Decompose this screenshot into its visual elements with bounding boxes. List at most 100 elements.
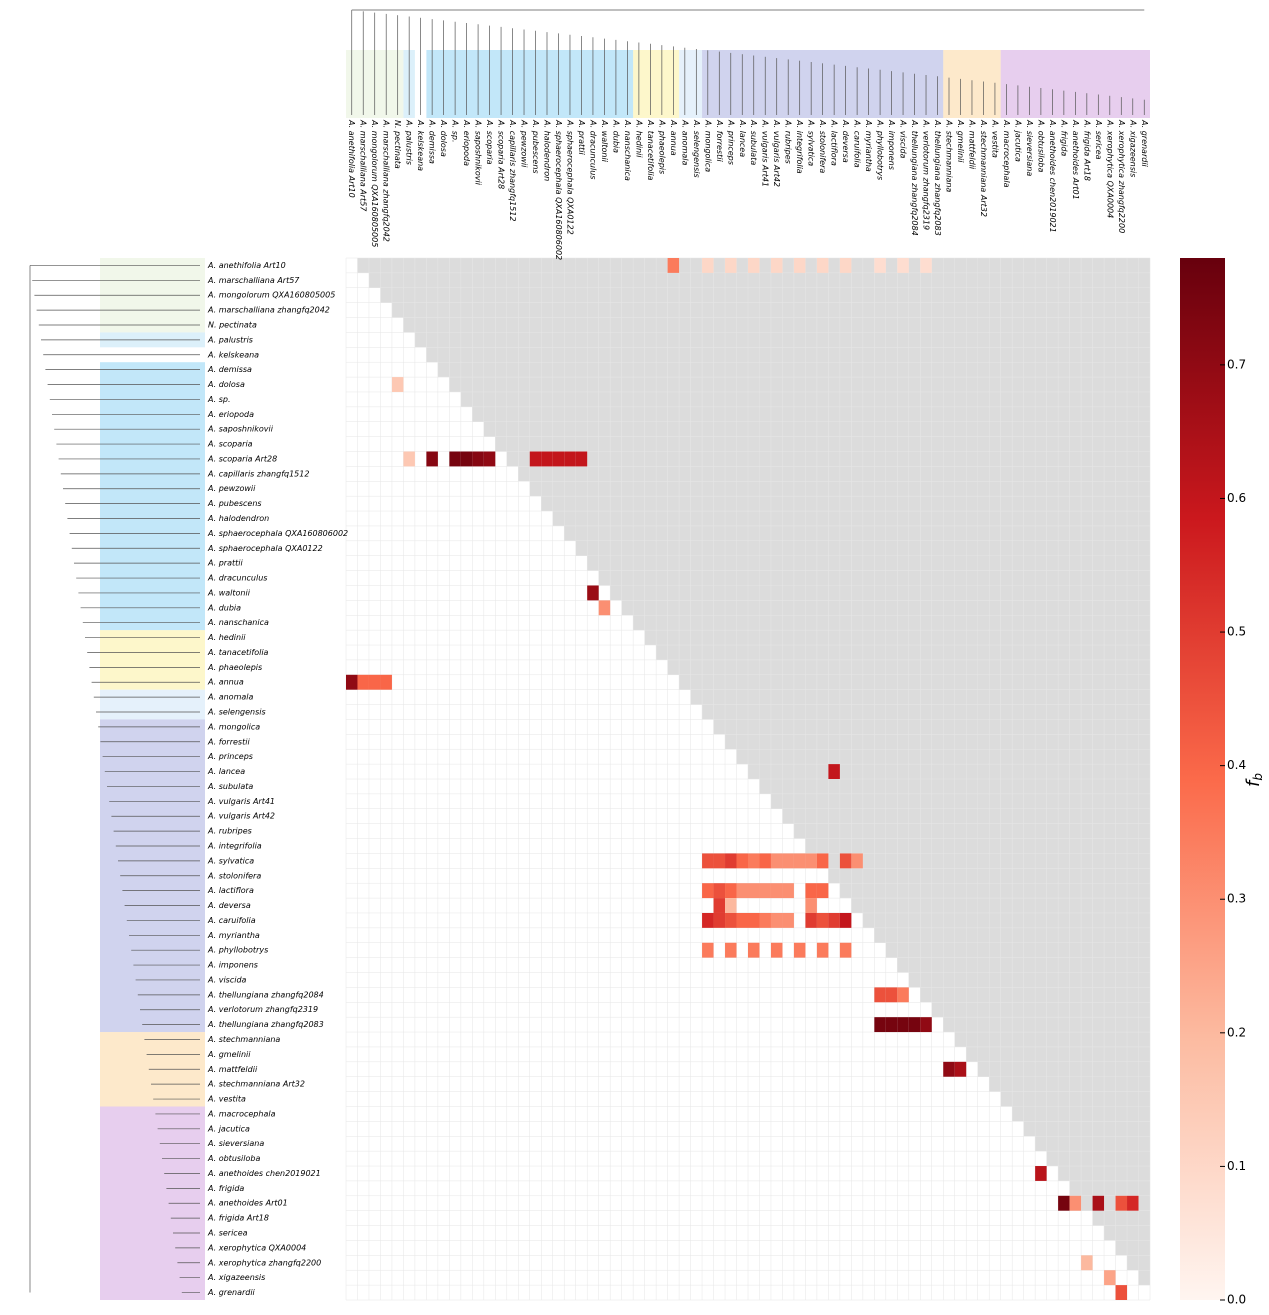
na-cell: [839, 645, 852, 660]
na-cell: [541, 377, 553, 392]
na-cell: [1069, 1017, 1082, 1033]
na-cell: [1069, 779, 1082, 794]
heat-cell: [725, 898, 737, 913]
na-cell: [1046, 883, 1059, 899]
na-cell: [518, 362, 530, 378]
column-label: A. sylvatica: [807, 119, 816, 166]
na-cell: [656, 317, 668, 333]
na-cell: [621, 451, 634, 467]
row-label: A. nanschanica: [207, 618, 269, 627]
na-cell: [1023, 972, 1036, 988]
heat-cell: [725, 912, 737, 928]
na-cell: [748, 525, 760, 541]
na-cell: [1058, 868, 1070, 884]
na-cell: [644, 421, 657, 437]
row-label: A. demissa: [207, 365, 252, 374]
na-cell: [920, 689, 932, 705]
na-cell: [1069, 496, 1082, 512]
na-cell: [862, 272, 875, 288]
na-cell: [989, 1002, 1001, 1018]
na-cell: [690, 451, 703, 467]
na-cell: [759, 377, 771, 392]
na-cell: [793, 377, 806, 392]
na-cell: [690, 630, 703, 646]
na-cell: [690, 362, 703, 378]
na-cell: [1012, 764, 1024, 779]
na-cell: [943, 391, 955, 407]
na-cell: [977, 600, 990, 616]
na-cell: [805, 555, 817, 571]
na-cell: [828, 287, 840, 303]
na-cell: [518, 466, 530, 482]
na-cell: [770, 615, 783, 631]
na-cell: [633, 451, 645, 467]
na-cell: [759, 585, 771, 601]
row-label: A. eriopoda: [207, 410, 254, 419]
na-cell: [874, 451, 886, 467]
na-cell: [702, 317, 714, 333]
na-cell: [736, 525, 748, 541]
na-cell: [587, 481, 599, 497]
na-cell: [828, 332, 840, 348]
na-cell: [633, 540, 645, 556]
na-cell: [793, 779, 806, 794]
na-cell: [1115, 1032, 1128, 1047]
na-cell: [770, 719, 783, 735]
na-cell: [1115, 1121, 1128, 1137]
na-cell: [483, 272, 496, 288]
na-cell: [633, 466, 645, 482]
na-cell: [920, 704, 932, 720]
na-cell: [885, 734, 898, 750]
na-cell: [391, 272, 404, 288]
na-cell: [805, 258, 817, 273]
column-label: A. stolonifera: [818, 119, 827, 173]
na-cell: [851, 645, 863, 660]
na-cell: [1104, 883, 1116, 899]
na-cell: [931, 987, 944, 1003]
na-cell: [598, 451, 611, 467]
na-cell: [977, 898, 990, 913]
na-cell: [816, 749, 829, 765]
na-cell: [862, 302, 875, 318]
na-cell: [518, 287, 530, 303]
na-cell: [414, 272, 427, 288]
na-cell: [587, 525, 599, 541]
na-cell: [828, 630, 840, 646]
na-cell: [897, 570, 909, 586]
na-cell: [483, 317, 496, 333]
column-label: A. capillaris zhangfq1512: [508, 119, 517, 221]
na-cell: [943, 1002, 955, 1018]
na-cell: [1081, 1136, 1093, 1152]
na-cell: [897, 481, 909, 497]
na-cell: [805, 406, 817, 422]
na-cell: [1127, 808, 1139, 824]
na-cell: [679, 377, 691, 392]
na-cell: [598, 302, 611, 318]
na-cell: [839, 406, 852, 422]
na-cell: [1104, 585, 1116, 601]
na-cell: [920, 481, 932, 497]
na-cell: [851, 734, 863, 750]
na-cell: [460, 302, 473, 318]
na-cell: [874, 615, 886, 631]
na-cell: [1092, 987, 1105, 1003]
na-cell: [506, 451, 519, 467]
na-cell: [954, 555, 967, 571]
na-cell: [1046, 496, 1059, 512]
na-cell: [713, 659, 726, 675]
na-cell: [931, 406, 944, 422]
na-cell: [1104, 347, 1116, 363]
na-cell: [1023, 659, 1036, 675]
na-cell: [1115, 1240, 1128, 1256]
na-cell: [954, 659, 967, 675]
na-cell: [1081, 451, 1093, 467]
na-cell: [1138, 1210, 1150, 1226]
heat-cell: [839, 912, 852, 928]
row-label: A. lancea: [207, 767, 245, 776]
heat-cell: [885, 987, 898, 1003]
na-cell: [1058, 347, 1070, 363]
na-cell: [541, 258, 553, 273]
na-cell: [1104, 481, 1116, 497]
na-cell: [1046, 585, 1059, 601]
na-cell: [816, 466, 829, 482]
